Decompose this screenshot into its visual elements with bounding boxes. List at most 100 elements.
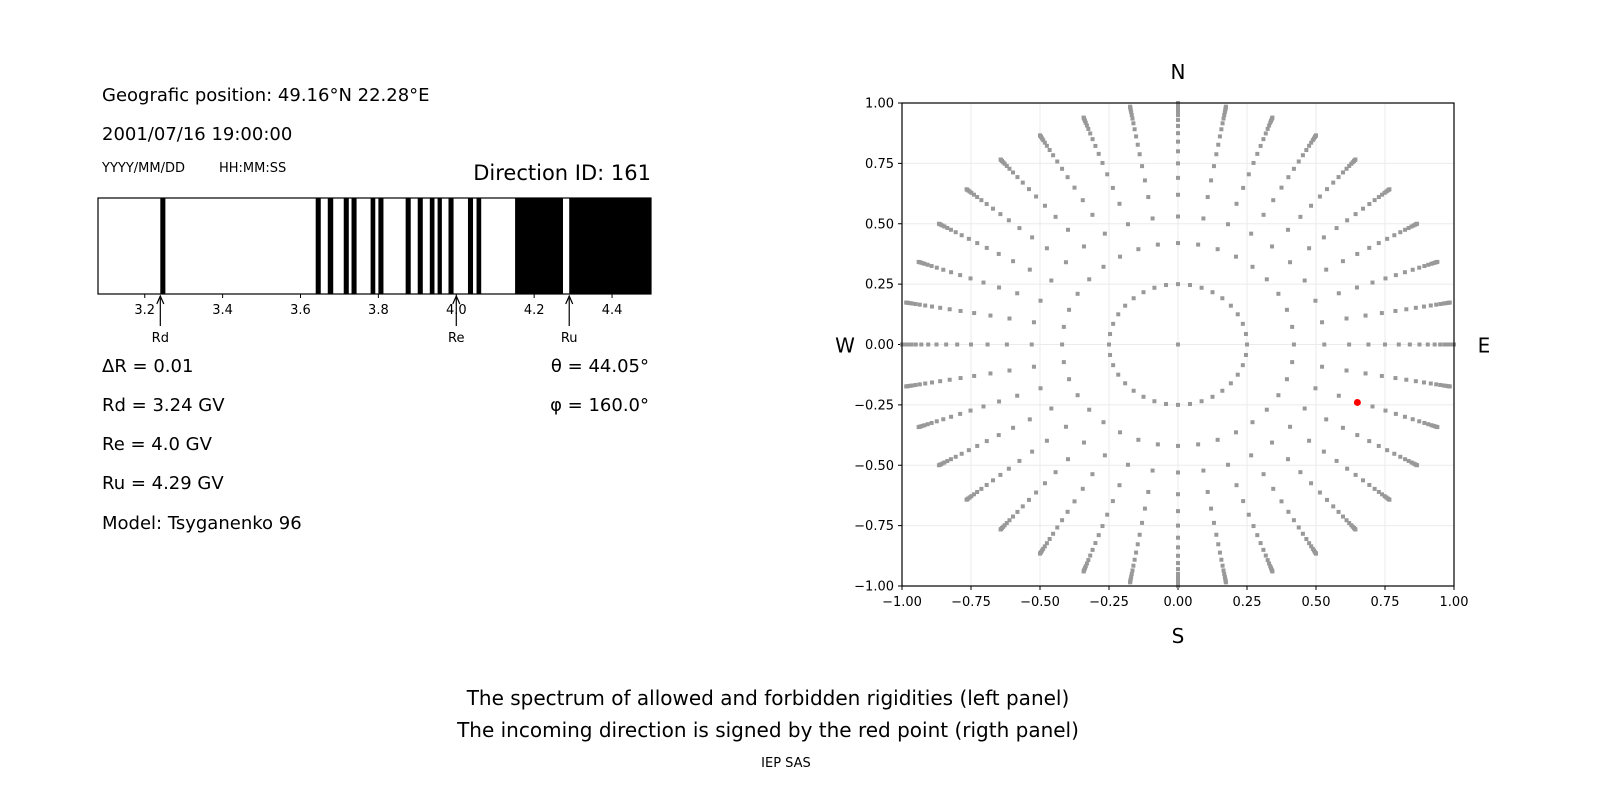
- direction-point: [1176, 109, 1180, 114]
- direction-point: [1393, 273, 1398, 278]
- direction-point: [998, 472, 1003, 477]
- direction-point: [1428, 303, 1433, 308]
- direction-point: [1123, 303, 1128, 308]
- caption-line-1: The spectrum of allowed and forbidden ri…: [466, 686, 1070, 710]
- direction-point: [1031, 320, 1036, 325]
- direction-point: [1447, 384, 1452, 389]
- caption-line-2: The incoming direction is signed by the …: [457, 718, 1079, 742]
- direction-point: [917, 302, 922, 307]
- direction-point: [1435, 259, 1440, 264]
- direction-point: [1321, 235, 1326, 240]
- direction-point: [1325, 497, 1330, 502]
- direction-point: [1015, 509, 1020, 514]
- direction-point: [1053, 214, 1058, 219]
- direction-point: [1205, 489, 1210, 494]
- direction-point: [1314, 133, 1318, 138]
- direction-point: [1291, 342, 1296, 347]
- direction-point: [953, 230, 958, 235]
- direction-point: [1434, 382, 1439, 387]
- direction-point: [1235, 312, 1240, 317]
- direction-point: [1090, 137, 1095, 142]
- direction-point: [1219, 127, 1224, 132]
- direction-point: [1286, 509, 1291, 514]
- direction-point: [1215, 437, 1220, 442]
- direction-point: [1216, 542, 1221, 547]
- direction-point: [1067, 377, 1072, 382]
- direction-point: [1176, 535, 1180, 540]
- direction-point: [1134, 550, 1139, 555]
- direction-point: [971, 192, 976, 197]
- direction-point: [1415, 221, 1420, 226]
- direction-point: [1379, 373, 1384, 378]
- direction-point: [1265, 558, 1270, 563]
- direction-point: [1407, 342, 1412, 347]
- direction-point: [1380, 492, 1385, 497]
- direction-point: [1347, 342, 1352, 347]
- direction-point: [1219, 557, 1224, 562]
- direction-point: [1042, 140, 1047, 145]
- direction-point: [988, 313, 993, 318]
- direction-point: [1164, 283, 1169, 288]
- direction-point: [1034, 490, 1039, 495]
- direction-point: [1125, 462, 1130, 467]
- direction-point: [1250, 420, 1255, 425]
- direction-point: [1347, 521, 1352, 526]
- direction-point: [1223, 104, 1228, 109]
- direction-point: [1060, 342, 1065, 347]
- direction-point: [1128, 104, 1133, 109]
- direction-point: [1044, 438, 1049, 443]
- x-tick-label: −0.25: [1089, 595, 1129, 610]
- direction-point: [1084, 123, 1089, 128]
- direction-point: [1211, 164, 1216, 169]
- direction-point: [1209, 506, 1214, 511]
- direction-point: [1011, 259, 1016, 264]
- direction-point: [1131, 388, 1136, 393]
- direction-point: [1131, 296, 1136, 301]
- direction-point: [1093, 541, 1098, 546]
- x-tick-label: 3.4: [212, 303, 233, 318]
- direction-point: [968, 276, 973, 281]
- forbidden-band: [343, 198, 349, 294]
- direction-point: [1007, 166, 1012, 171]
- direction-point: [1129, 572, 1134, 577]
- direction-point: [1027, 417, 1032, 422]
- direction-point: [1300, 531, 1305, 536]
- direction-point: [1004, 342, 1009, 347]
- direction-point: [1042, 203, 1047, 208]
- direction-point: [1313, 298, 1318, 303]
- direction-point: [1210, 394, 1215, 399]
- direction-point: [1322, 342, 1327, 347]
- direction-point: [1216, 142, 1221, 147]
- direction-point: [1241, 499, 1246, 504]
- x-tick-label: 3.8: [368, 303, 389, 318]
- compass-south: S: [1172, 624, 1185, 648]
- direction-point: [1270, 115, 1275, 120]
- direction-point: [941, 417, 946, 422]
- direction-point: [1026, 497, 1031, 502]
- direction-point: [1426, 262, 1431, 267]
- direction-id: Direction ID: 161: [473, 161, 651, 185]
- direction-point: [1421, 380, 1426, 385]
- direction-point: [916, 259, 921, 264]
- direction-point: [1047, 537, 1052, 542]
- direction-point: [1090, 472, 1095, 477]
- direction-point: [1309, 203, 1314, 208]
- direction-point: [1267, 123, 1272, 128]
- y-tick-label: −0.50: [854, 459, 894, 474]
- direction-point: [1007, 368, 1012, 373]
- direction-point: [1007, 316, 1012, 321]
- direction-point: [938, 379, 943, 384]
- direction-point: [1135, 542, 1140, 547]
- direction-point: [1065, 509, 1070, 514]
- direction-point: [1304, 537, 1309, 542]
- direction-point: [1217, 134, 1222, 139]
- direction-point: [1441, 383, 1446, 388]
- direction-point: [1060, 166, 1065, 171]
- direction-point: [1380, 192, 1385, 197]
- compass-east: E: [1478, 334, 1491, 358]
- direction-point: [1176, 175, 1180, 180]
- direction-point: [1201, 468, 1206, 473]
- geographic-position: Geografic position: 49.16°N 22.28°E: [102, 85, 430, 106]
- direction-point: [945, 225, 950, 230]
- forbidden-band: [476, 198, 482, 294]
